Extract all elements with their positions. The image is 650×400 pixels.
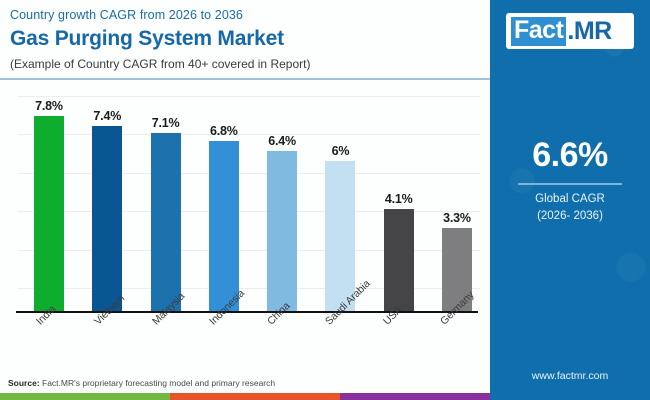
bar-value-label: 6.4%: [268, 134, 296, 148]
bar-group: 4.1%: [382, 96, 416, 311]
footer-color-bar: [0, 393, 650, 400]
chart-gridlines: [18, 96, 480, 311]
footer-segment-3: [340, 393, 490, 400]
x-label-slot: India: [18, 303, 58, 369]
bar-vietnam[interactable]: [92, 126, 123, 311]
bar-value-label: 6%: [331, 144, 350, 158]
source-label: Source:: [8, 378, 40, 388]
global-cagr-label: Global CAGR: [535, 193, 605, 205]
source-text: Fact.MR's proprietary forecasting model …: [39, 378, 276, 388]
bar-value-label: 7.1%: [151, 116, 180, 130]
x-label-slot: Germany: [422, 289, 477, 369]
side-panel: Fact .MR 6.6% Global CAGR (2026- 2036) w…: [490, 0, 650, 393]
bar-china[interactable]: [267, 151, 298, 311]
bar-group: 7.4%: [90, 96, 124, 311]
gridline: [18, 249, 480, 251]
x-label-slot: USA: [365, 304, 405, 369]
bar-saudi-arabia[interactable]: [325, 161, 356, 311]
chart-x-axis: [16, 311, 478, 313]
bar-indonesia[interactable]: [208, 141, 239, 311]
bar-value-label: 4.1%: [384, 192, 413, 206]
gridline: [18, 134, 480, 136]
logo-fact-text: Fact: [511, 16, 567, 46]
bar-group: 3.3%: [440, 96, 474, 311]
x-label-slot: Indonesia: [191, 287, 247, 369]
bar-value-label: 7.8%: [35, 99, 63, 113]
panel-divider: [518, 183, 622, 185]
chart-bars: 7.8% 7.4% 7.1% 6.8% 6.4% 6% 4.1% 3.3%: [18, 96, 480, 311]
bar-value-label: 7.4%: [93, 109, 122, 123]
global-cagr-value: 6.6%: [532, 136, 608, 174]
bar-group: 6.8%: [207, 96, 241, 311]
header-eyebrow: Country growth CAGR from 2026 to 2036: [10, 8, 243, 22]
global-cagr-period: (2026- 2036): [537, 210, 603, 222]
bar-chart: 7.8% 7.4% 7.1% 6.8% 6.4% 6% 4.1% 3.3%: [18, 96, 480, 311]
bar-germany[interactable]: [441, 228, 472, 311]
factmr-logo[interactable]: Fact .MR: [506, 13, 634, 49]
gridline: [18, 287, 480, 289]
footer-segment-4: [490, 393, 650, 400]
website-url[interactable]: www.factmr.com: [531, 370, 609, 382]
x-label-slot: Saudi Arabia: [307, 278, 373, 369]
gridline: [18, 96, 480, 97]
logo-mr-text: .MR: [567, 16, 612, 45]
chart-x-labels: India Vietnam Malaysia Indonesia China Saudi …: [18, 278, 480, 369]
gridline: [18, 211, 480, 213]
source-note: Source: Fact.MR's proprietary forecastin…: [8, 378, 275, 388]
bar-group: 6%: [323, 96, 357, 311]
gridline: [18, 172, 480, 174]
bar-group: 6.4%: [265, 96, 299, 311]
x-label-slot: Malaysia: [134, 290, 187, 369]
bar-india[interactable]: [34, 116, 64, 311]
bar-value-label: 3.3%: [443, 211, 471, 225]
footer-segment-1: [0, 393, 170, 400]
x-label-slot: China: [249, 300, 293, 369]
bar-malaysia[interactable]: [150, 133, 181, 311]
chart-panel: Country growth CAGR from 2026 to 2036 Ga…: [0, 0, 490, 388]
footer-segment-2: [170, 393, 340, 400]
bar-usa[interactable]: [383, 209, 414, 311]
bar-group: 7.1%: [149, 96, 183, 311]
x-label-slot: Vietnam: [76, 292, 127, 369]
page-title: Gas Purging System Market: [10, 27, 284, 50]
bar-group: 7.8%: [32, 96, 66, 311]
header: Country growth CAGR from 2026 to 2036 Ga…: [0, 0, 490, 80]
header-subtitle: (Example of Country CAGR from 40+ covere…: [10, 57, 311, 71]
bar-value-label: 6.8%: [209, 124, 238, 138]
